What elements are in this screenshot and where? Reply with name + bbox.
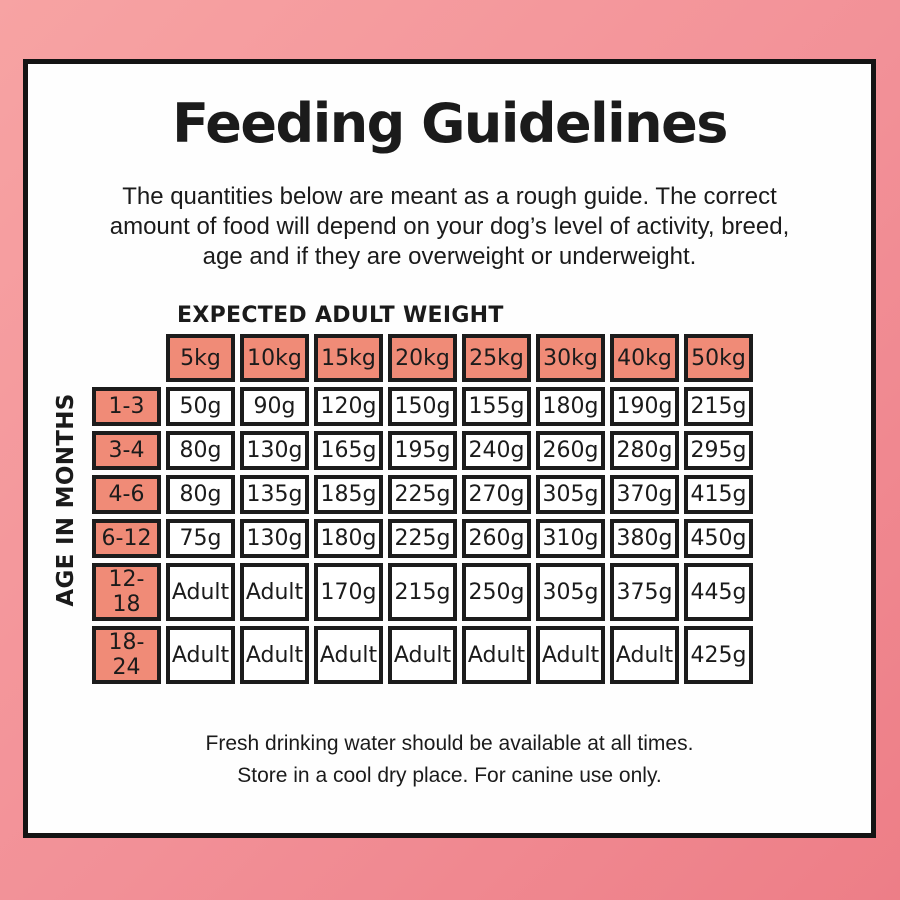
feeding-amount-cell: 195g <box>388 431 457 470</box>
feeding-amount-cell: Adult <box>314 626 383 684</box>
age-row-header: 1-3 <box>92 387 161 426</box>
feeding-amount-cell: 250g <box>462 563 531 621</box>
feeding-amount-cell: 150g <box>388 387 457 426</box>
feeding-guidelines-card: Feeding Guidelines The quantities below … <box>23 59 876 838</box>
age-row-header: 12-18 <box>92 563 161 621</box>
feeding-amount-cell: 415g <box>684 475 753 514</box>
table-row: 18-24 Adult Adult Adult Adult Adult Adult Adult… <box>92 626 753 684</box>
feeding-amount-cell: 80g <box>166 431 235 470</box>
weight-column-header: 5kg <box>166 334 235 382</box>
footer-line-1: Fresh drinking water should be available… <box>205 732 694 755</box>
feeding-amount-cell: Adult <box>388 626 457 684</box>
feeding-amount-cell: 375g <box>610 563 679 621</box>
weight-column-header: 15kg <box>314 334 383 382</box>
feeding-amount-cell: 130g <box>240 431 309 470</box>
feeding-amount-cell: 225g <box>388 519 457 558</box>
weight-column-header: 25kg <box>462 334 531 382</box>
intro-line-2: amount of food will depend on your dog’s… <box>109 213 790 240</box>
table-row: 12-18 Adult Adult 170g 215g 250g 305g 375g 445g <box>92 563 753 621</box>
feeding-amount-cell: 450g <box>684 519 753 558</box>
intro-text: The quantities below are meant as a roug… <box>28 182 871 272</box>
weight-column-header: 10kg <box>240 334 309 382</box>
weight-column-header: 20kg <box>388 334 457 382</box>
feeding-amount-cell: 155g <box>462 387 531 426</box>
weight-column-header: 30kg <box>536 334 605 382</box>
table-row: 4-6 80g 135g 185g 225g 270g 305g 370g 415g <box>92 475 753 514</box>
feeding-amount-cell: Adult <box>462 626 531 684</box>
table-row: 3-4 80g 130g 165g 195g 240g 260g 280g 295g <box>92 431 753 470</box>
feeding-amount-cell: 170g <box>314 563 383 621</box>
age-row-header: 3-4 <box>92 431 161 470</box>
feeding-amount-cell: 370g <box>610 475 679 514</box>
feeding-amount-cell: 295g <box>684 431 753 470</box>
feeding-amount-cell: Adult <box>610 626 679 684</box>
feeding-amount-cell: 425g <box>684 626 753 684</box>
row-axis-label: AGE IN MONTHS <box>53 393 79 607</box>
feeding-amount-cell: 185g <box>314 475 383 514</box>
feeding-amount-cell: 120g <box>314 387 383 426</box>
feeding-amount-cell: 445g <box>684 563 753 621</box>
feeding-amount-cell: 50g <box>166 387 235 426</box>
feeding-amount-cell: 190g <box>610 387 679 426</box>
feeding-amount-cell: 380g <box>610 519 679 558</box>
column-axis-label: EXPECTED ADULT WEIGHT <box>177 303 504 328</box>
footer-text: Fresh drinking water should be available… <box>28 728 871 792</box>
table-row: 1-3 50g 90g 120g 150g 155g 180g 190g 215g <box>92 387 753 426</box>
feeding-amount-cell: 135g <box>240 475 309 514</box>
feeding-amount-cell: 240g <box>462 431 531 470</box>
age-row-header: 4-6 <box>92 475 161 514</box>
age-row-header: 18-24 <box>92 626 161 684</box>
feeding-amount-cell: Adult <box>240 626 309 684</box>
intro-line-1: The quantities below are meant as a roug… <box>122 183 777 210</box>
feeding-amount-cell: 80g <box>166 475 235 514</box>
feeding-amount-cell: Adult <box>166 563 235 621</box>
feeding-amount-cell: Adult <box>166 626 235 684</box>
feeding-amount-cell: 130g <box>240 519 309 558</box>
table-row: 6-12 75g 130g 180g 225g 260g 310g 380g 450g <box>92 519 753 558</box>
weight-column-header: 50kg <box>684 334 753 382</box>
age-row-header: 6-12 <box>92 519 161 558</box>
intro-line-3: age and if they are overweight or underw… <box>202 243 697 270</box>
feeding-table: 5kg 10kg 15kg 20kg 25kg 30kg 40kg 50kg 1-3 50g 90g… <box>87 329 758 689</box>
feeding-amount-cell: 305g <box>536 563 605 621</box>
feeding-amount-cell: 90g <box>240 387 309 426</box>
footer-line-2: Store in a cool dry place. For canine us… <box>237 764 662 787</box>
feeding-amount-cell: 180g <box>314 519 383 558</box>
feeding-amount-cell: 75g <box>166 519 235 558</box>
weight-column-header: 40kg <box>610 334 679 382</box>
feeding-amount-cell: 305g <box>536 475 605 514</box>
feeding-amount-cell: 270g <box>462 475 531 514</box>
feeding-amount-cell: 215g <box>388 563 457 621</box>
feeding-amount-cell: Adult <box>240 563 309 621</box>
feeding-amount-cell: 225g <box>388 475 457 514</box>
feeding-amount-cell: Adult <box>536 626 605 684</box>
feeding-amount-cell: 260g <box>536 431 605 470</box>
feeding-amount-cell: 215g <box>684 387 753 426</box>
feeding-amount-cell: 310g <box>536 519 605 558</box>
feeding-amount-cell: 180g <box>536 387 605 426</box>
page-title: Feeding Guidelines <box>172 92 728 155</box>
feeding-amount-cell: 280g <box>610 431 679 470</box>
feeding-amount-cell: 165g <box>314 431 383 470</box>
table-corner-spacer <box>92 334 161 382</box>
feeding-amount-cell: 260g <box>462 519 531 558</box>
